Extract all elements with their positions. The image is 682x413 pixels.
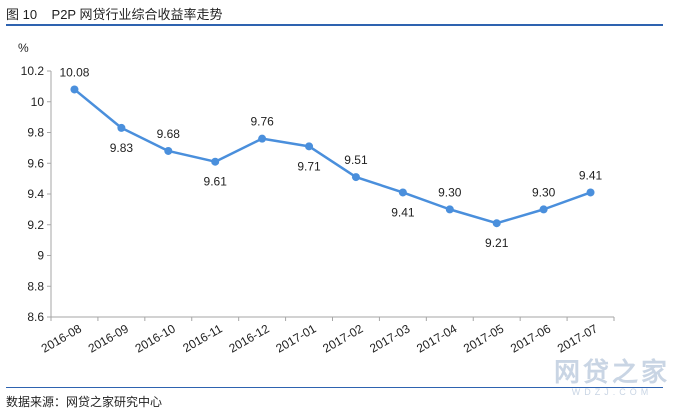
data-label: 9.61 — [204, 175, 228, 189]
x-tick-label: 2017-04 — [414, 321, 459, 355]
y-tick-label: 9.6 — [27, 156, 44, 170]
series-line — [73, 88, 591, 225]
data-point — [351, 173, 360, 182]
data-label: 9.30 — [438, 185, 462, 199]
x-tick-label: 2016-10 — [133, 321, 178, 355]
x-tick-label: 2017-07 — [555, 321, 600, 355]
x-tick-label: 2017-03 — [367, 321, 412, 355]
y-tick-label: 9.4 — [27, 187, 44, 201]
y-tick-label: 8.8 — [27, 279, 44, 293]
source-rule — [6, 387, 663, 388]
y-tick-label: 9.2 — [27, 218, 44, 232]
data-label: 9.41 — [579, 168, 603, 182]
figure-title: 图 10 P2P 网贷行业综合收益率走势 — [6, 7, 223, 22]
x-tick-label: 2017-01 — [273, 321, 318, 355]
title-rule — [6, 24, 663, 26]
data-point — [586, 188, 595, 197]
data-point — [539, 205, 548, 214]
chart-marks — [70, 85, 595, 228]
x-tick-label: 2016-11 — [180, 321, 225, 355]
data-label: 9.68 — [157, 127, 181, 141]
data-label: 9.76 — [250, 115, 274, 129]
watermark-subtext: WDZJ.COM — [571, 387, 653, 397]
chart-axes: % 8.6 8.8 9 9.2 9.4 9.6 9.8 10 10.2 2016-08 2016-09… — [18, 41, 615, 356]
data-label: 9.21 — [485, 236, 509, 250]
data-label: 9.83 — [110, 141, 134, 155]
watermark: 网贷之家 WDZJ.COM — [554, 352, 670, 397]
data-label: 9.41 — [391, 205, 415, 219]
x-tick-label: 2017-02 — [320, 321, 365, 355]
data-point — [445, 205, 454, 214]
data-point — [492, 219, 501, 228]
x-tick-label: 2016-12 — [226, 321, 271, 355]
source-note: 数据来源：网贷之家研究中心 — [6, 395, 163, 409]
chart-labels: 10.08 9.83 9.68 9.61 9.76 9.71 9.51 9.41 9.30 9.2… — [59, 65, 602, 250]
data-label: 9.71 — [297, 159, 321, 173]
data-point — [70, 85, 79, 94]
data-point — [398, 188, 407, 197]
y-tick-label: 9 — [37, 249, 44, 263]
x-tick-label: 2017-05 — [461, 321, 506, 355]
data-point — [258, 134, 267, 143]
data-label: 10.08 — [59, 65, 89, 79]
data-point — [211, 157, 220, 166]
x-tick-label: 2017-06 — [508, 321, 553, 355]
data-label: 9.30 — [532, 185, 556, 199]
x-tick-label: 2016-09 — [86, 321, 131, 355]
y-tick-label: 8.6 — [27, 310, 44, 324]
line-chart: % 8.6 8.8 9 9.2 9.4 9.6 9.8 10 10.2 2016-08 2016-09… — [18, 41, 615, 356]
y-tick-label: 9.8 — [27, 126, 44, 140]
x-tick-label: 2016-08 — [39, 321, 84, 355]
data-point — [117, 123, 126, 132]
watermark-text: 网贷之家 — [553, 358, 670, 388]
data-point — [305, 142, 314, 151]
data-point — [164, 146, 173, 155]
y-tick-label: 10 — [31, 95, 45, 109]
y-axis-unit-label: % — [18, 41, 29, 55]
y-tick-label: 10.2 — [21, 64, 45, 78]
data-label: 9.51 — [344, 153, 368, 167]
